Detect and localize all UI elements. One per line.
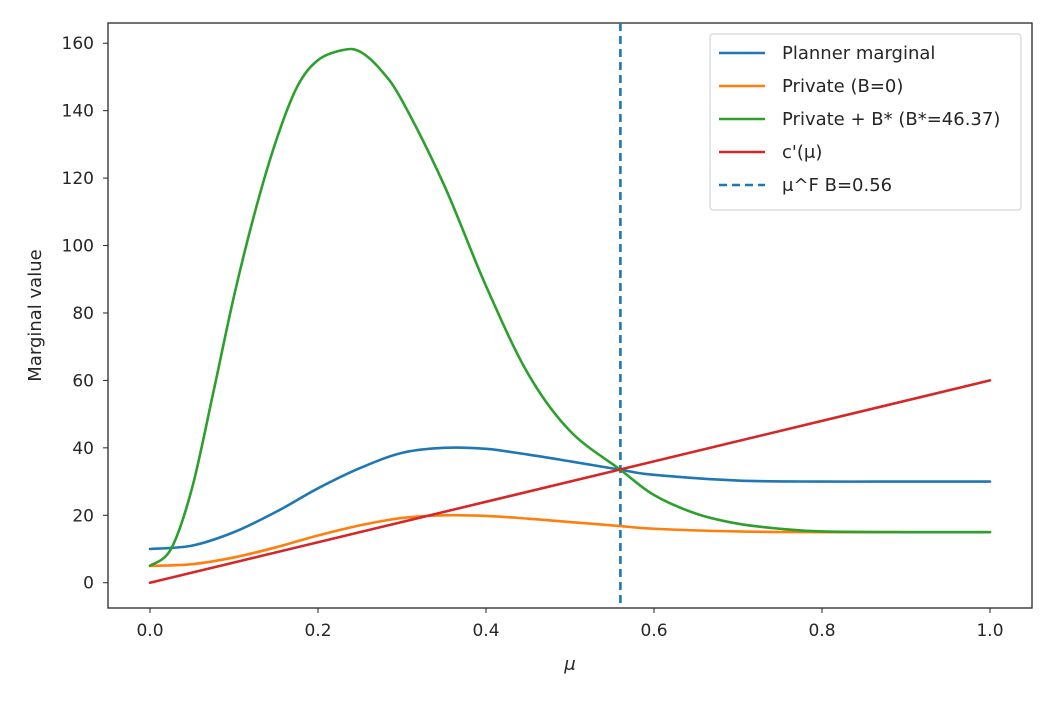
y-tick-label: 140 [62,102,94,122]
y-tick-label: 0 [83,574,94,594]
legend-label: c'(μ) [782,142,822,163]
legend-label: Planner marginal [782,43,935,64]
series-line-private-plus-bstar [148,47,992,568]
series-line-cost-derivative [148,379,992,585]
x-tick-label: 1.0 [976,621,1003,641]
x-tick-label: 0.4 [472,621,499,641]
legend-frame [709,33,1022,211]
y-tick-label: 60 [72,371,94,391]
y-tick-label: 80 [72,304,94,324]
x-tick-label: 0.2 [304,621,331,641]
y-tick-label: 120 [62,169,94,189]
y-tick-label: 160 [62,34,94,54]
legend: Planner marginal Private (B=0) Private + B… [709,33,1022,211]
y-axis-label: Marginal value [25,249,46,381]
y-tick-label: 40 [72,439,94,459]
series-line-planner-marginal [148,446,992,551]
x-tick-label: 0.8 [808,621,835,641]
legend-label: Private + B* (B*=46.37) [782,109,1000,130]
y-tick-label: 20 [72,506,94,526]
x-tick-label: 0.6 [640,621,667,641]
series-line-private-b0 [148,513,992,568]
y-tick-label: 100 [62,237,94,257]
x-tick-label: 0.0 [136,621,163,641]
x-axis-label: μ [563,654,575,675]
legend-label: Private (B=0) [782,76,903,97]
plot-series-group [148,23,992,608]
legend-label: μ^F B=0.56 [782,175,892,196]
